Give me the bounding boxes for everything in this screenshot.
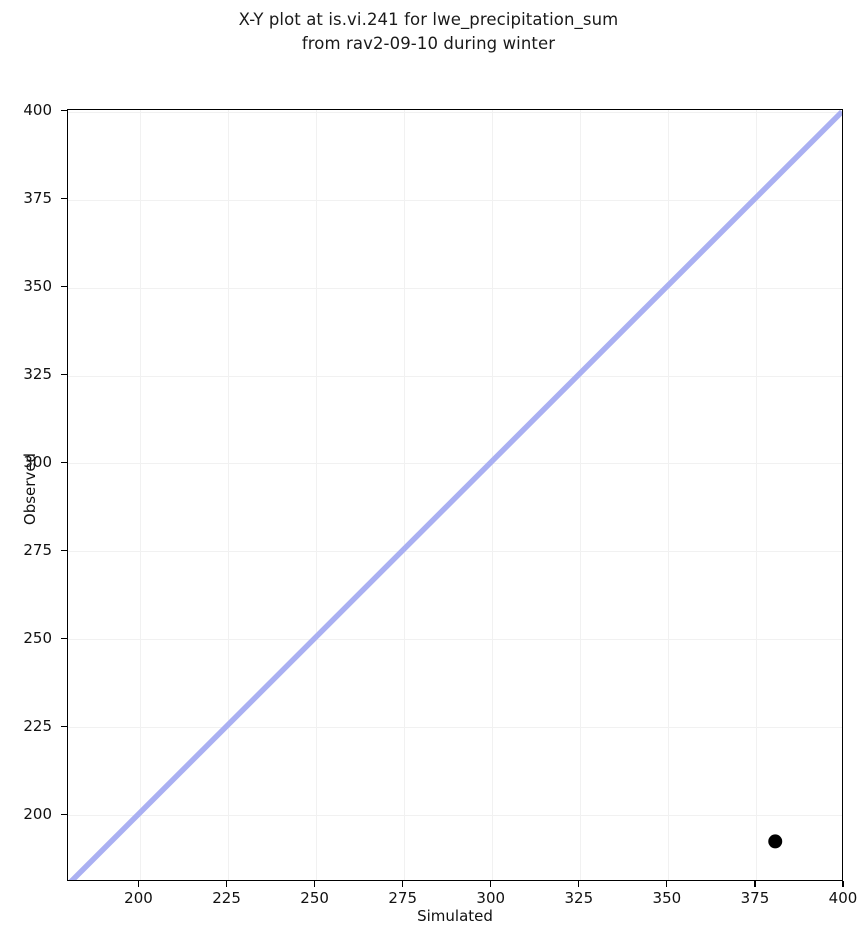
data-point-0 — [768, 834, 783, 849]
gridline-x-250 — [315, 110, 317, 880]
series-line-one-to-one-line — [68, 110, 842, 880]
y-tick-label-350: 350 — [23, 277, 52, 296]
x-tick-mark-325 — [578, 881, 580, 887]
y-tick-mark-375 — [61, 198, 67, 200]
y-tick-mark-250 — [61, 637, 67, 639]
y-tick-mark-275 — [61, 549, 67, 551]
y-tick-label-325: 325 — [23, 365, 52, 384]
y-tick-label-250: 250 — [23, 628, 52, 647]
x-tick-mark-275 — [402, 881, 404, 887]
x-tick-label-375: 375 — [740, 889, 770, 907]
gridline-x-200 — [139, 110, 141, 880]
x-tick-mark-375 — [754, 881, 756, 887]
y-tick-label-300: 300 — [23, 452, 52, 471]
gridline-y-375 — [68, 199, 842, 201]
y-axis-label: Observed — [21, 452, 39, 526]
gridline-x-275 — [403, 110, 405, 880]
y-tick-mark-200 — [61, 813, 67, 815]
gridline-x-325 — [579, 110, 581, 880]
y-tick-label-225: 225 — [23, 716, 52, 735]
x-tick-mark-200 — [137, 881, 140, 887]
y-tick-mark-350 — [61, 286, 67, 288]
gridline-y-250 — [68, 639, 842, 641]
x-tick-label-225: 225 — [212, 889, 241, 907]
gridline-y-400 — [68, 111, 842, 113]
plot-area — [67, 109, 843, 881]
gridline-y-225 — [68, 727, 842, 729]
gridline-x-375 — [755, 110, 757, 880]
y-tick-mark-225 — [61, 725, 67, 727]
gridline-y-200 — [68, 815, 842, 817]
y-tick-mark-325 — [61, 373, 67, 376]
y-tick-label-275: 275 — [23, 540, 52, 559]
y-tick-label-200: 200 — [23, 804, 52, 823]
gridline-x-350 — [667, 110, 669, 880]
gridline-x-225 — [227, 110, 229, 880]
gridline-y-350 — [68, 287, 842, 289]
chart-title-text: X-Y plot at is.vi.241 for lwe_precipitat… — [238, 10, 619, 53]
x-tick-mark-300 — [490, 881, 492, 887]
x-tick-label-400: 400 — [828, 889, 857, 907]
gridline-y-300 — [68, 463, 842, 465]
x-tick-label-350: 350 — [652, 889, 682, 907]
x-tick-mark-225 — [225, 881, 228, 887]
y-tick-label-375: 375 — [23, 189, 52, 208]
gridline-y-275 — [68, 551, 842, 553]
x-tick-label-200: 200 — [124, 889, 153, 907]
x-tick-label-275: 275 — [388, 889, 417, 907]
gridline-x-300 — [491, 110, 493, 880]
y-tick-mark-400 — [61, 110, 67, 112]
page-title: X-Y plot at is.vi.241 for lwe_precipitat… — [0, 8, 857, 56]
x-tick-label-250: 250 — [300, 889, 329, 907]
x-tick-mark-400 — [842, 881, 844, 887]
x-tick-mark-350 — [666, 881, 668, 887]
y-tick-mark-300 — [61, 461, 67, 464]
x-tick-label-325: 325 — [564, 889, 594, 907]
y-tick-label-400: 400 — [23, 101, 52, 120]
x-tick-mark-250 — [314, 881, 316, 887]
gridline-y-325 — [68, 375, 842, 377]
series-layer — [68, 110, 842, 880]
x-tick-label-300: 300 — [476, 889, 506, 907]
x-axis-label: Simulated — [417, 907, 493, 925]
